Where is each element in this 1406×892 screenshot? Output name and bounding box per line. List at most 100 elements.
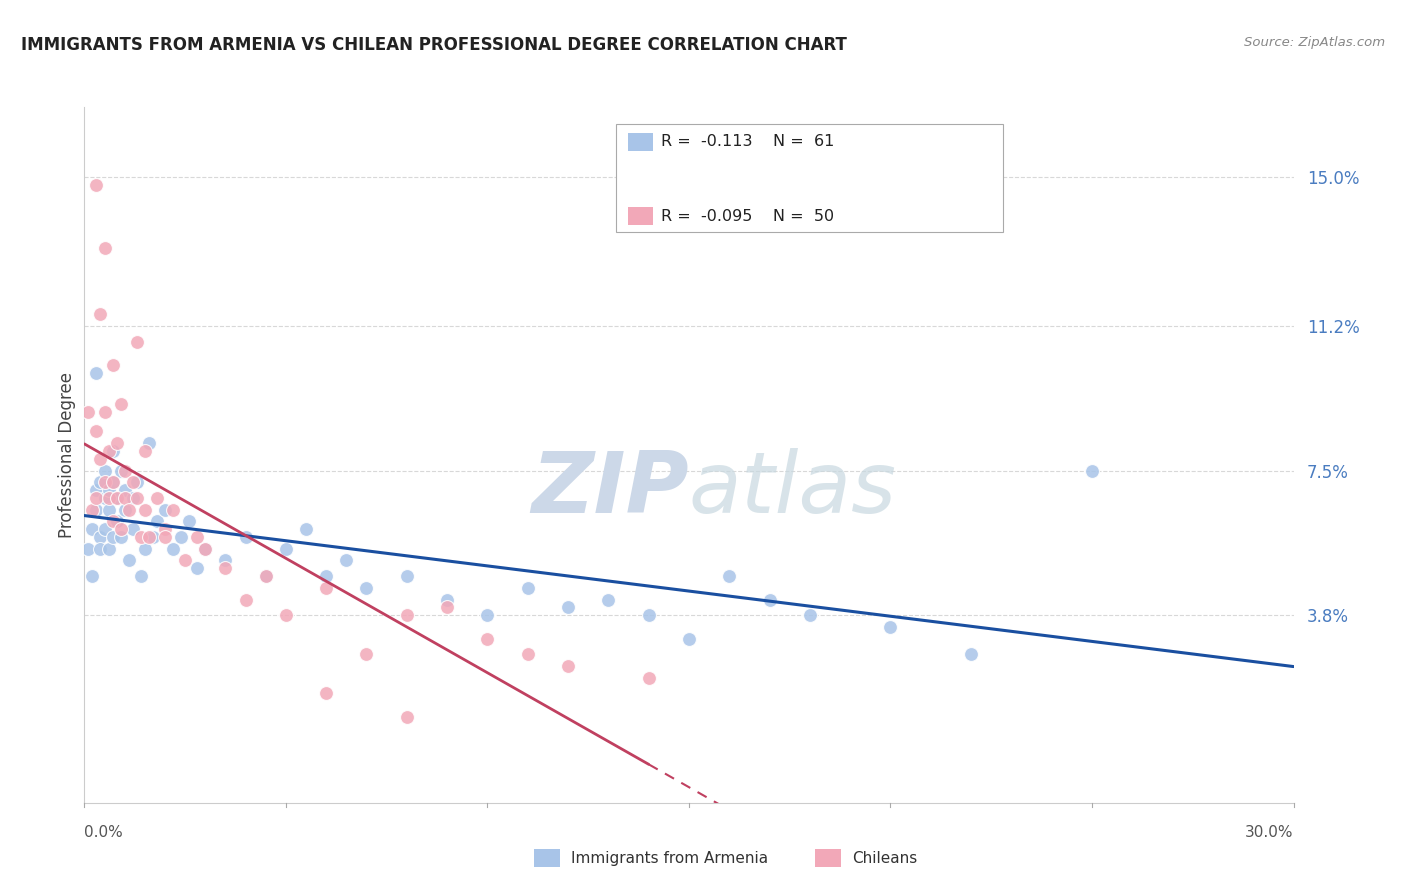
Point [89,475,111,490]
Point [97,502,120,516]
Point [114,502,136,516]
Point [557,600,579,615]
Point [93,491,115,505]
Point [97,541,120,556]
Point [86,491,108,505]
Point [114,464,136,478]
Point [153,502,176,516]
Point [356,647,378,661]
Point [114,483,136,497]
Point [174,553,197,567]
Point [110,464,132,478]
Point [235,530,257,544]
Point [799,608,821,623]
Point [162,502,184,516]
Point [194,541,217,556]
Point [93,464,115,478]
Point [101,475,124,490]
Point [214,561,236,575]
Point [121,475,143,490]
Point [142,530,165,544]
Point [89,530,111,544]
Point [436,600,458,615]
Point [315,581,337,595]
Point [86,366,108,380]
Point [1081,464,1104,478]
Point [101,530,124,544]
Point [121,491,143,505]
Point [93,405,115,419]
Point [101,444,124,458]
Text: 30.0%: 30.0% [1246,825,1294,840]
Point [86,502,108,516]
Point [395,710,418,724]
Point [101,358,124,372]
Point [97,444,120,458]
Point [89,541,111,556]
Point [114,491,136,505]
Point [118,502,141,516]
Text: R =  -0.095    N =  50: R = -0.095 N = 50 [661,209,835,224]
Point [153,530,176,544]
Point [718,569,741,583]
Text: R =  -0.113    N =  61: R = -0.113 N = 61 [661,135,835,150]
Point [82,502,104,516]
Point [97,483,120,497]
Point [335,553,357,567]
Point [105,491,128,505]
Point [315,569,337,583]
Point [110,397,132,411]
Point [93,475,115,490]
Point [315,686,337,700]
Point [125,491,148,505]
Point [254,569,277,583]
Point [82,569,104,583]
Text: atlas: atlas [689,448,897,532]
Point [356,581,378,595]
Point [214,553,236,567]
Point [436,592,458,607]
Point [146,491,169,505]
Point [86,178,108,193]
Text: ZIP: ZIP [531,448,689,532]
Point [153,522,176,536]
Point [274,541,297,556]
Point [118,553,141,567]
Point [235,592,257,607]
Point [557,659,579,673]
Point [86,425,108,439]
Text: Immigrants from Armenia: Immigrants from Armenia [571,851,768,865]
Point [134,502,156,516]
Point [101,475,124,490]
Point [162,541,184,556]
Point [516,581,538,595]
Point [125,475,148,490]
Point [186,530,208,544]
Text: Source: ZipAtlas.com: Source: ZipAtlas.com [1244,36,1385,49]
Point [637,608,659,623]
Point [89,307,111,321]
Point [598,592,620,607]
Point [170,530,193,544]
Point [395,569,418,583]
Point [179,514,201,528]
Point [516,647,538,661]
Point [110,530,132,544]
Point [637,671,659,685]
Point [138,436,160,450]
Text: IMMIGRANTS FROM ARMENIA VS CHILEAN PROFESSIONAL DEGREE CORRELATION CHART: IMMIGRANTS FROM ARMENIA VS CHILEAN PROFE… [21,36,846,54]
Point [77,541,100,556]
Point [93,522,115,536]
Point [254,569,277,583]
Text: Chileans: Chileans [852,851,917,865]
Point [194,541,217,556]
Point [125,334,148,349]
Point [295,522,318,536]
Point [101,514,124,528]
Point [105,491,128,505]
Point [274,608,297,623]
Point [86,483,108,497]
Point [105,514,128,528]
Point [395,608,418,623]
Text: 0.0%: 0.0% [84,825,124,840]
